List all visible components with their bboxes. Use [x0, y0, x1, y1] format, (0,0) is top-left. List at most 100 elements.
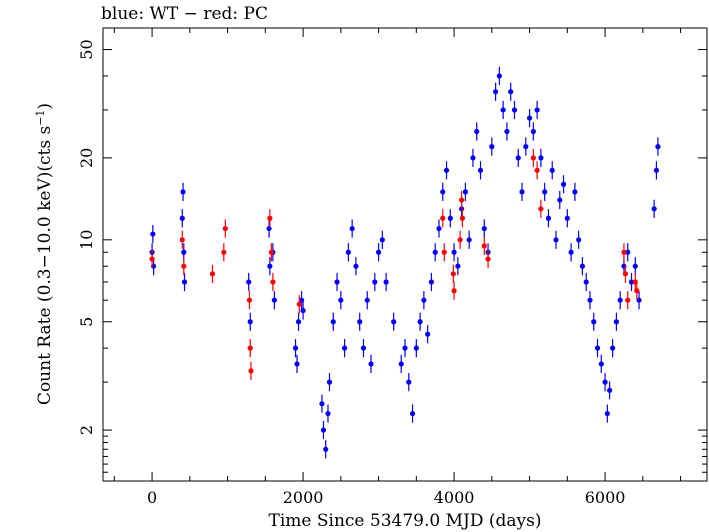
- data-point: [360, 345, 367, 351]
- data-point: [557, 197, 563, 203]
- data-point: [221, 249, 227, 255]
- data-point: [364, 297, 370, 303]
- data-point: [591, 319, 597, 325]
- data-point: [267, 263, 273, 269]
- data-point: [534, 107, 540, 113]
- data-point: [455, 263, 461, 269]
- data-point: [622, 271, 629, 277]
- data-point: [353, 263, 359, 269]
- data-point: [372, 279, 378, 285]
- plot-frame: [102, 27, 708, 482]
- data-point: [474, 128, 480, 135]
- data-point: [477, 167, 484, 173]
- data-point: [500, 107, 506, 113]
- data-point: [568, 249, 574, 255]
- data-point: [542, 189, 548, 195]
- data-point: [576, 237, 582, 243]
- data-point: [450, 271, 456, 277]
- data-point: [180, 189, 186, 195]
- data-point: [440, 189, 446, 195]
- data-point: [504, 128, 510, 135]
- data-point: [496, 73, 502, 79]
- data-point: [247, 319, 253, 325]
- data-point: [587, 297, 593, 303]
- data-point: [402, 345, 408, 351]
- data-point: [398, 361, 404, 367]
- x-tick-label: 4000: [434, 488, 475, 507]
- data-point: [538, 206, 544, 212]
- data-point: [604, 410, 610, 417]
- data-point: [413, 345, 419, 351]
- data-point: [621, 249, 627, 255]
- data-point: [330, 319, 336, 325]
- data-point: [181, 279, 188, 285]
- data-point: [268, 249, 274, 255]
- data-point: [564, 215, 570, 221]
- data-point: [530, 128, 536, 135]
- data-point: [391, 319, 397, 325]
- data-point: [653, 167, 660, 173]
- data-point: [607, 387, 613, 393]
- data-point: [421, 297, 427, 303]
- x-tick-label: 2000: [283, 488, 324, 507]
- y-tick-label: 5: [77, 317, 96, 327]
- data-point: [457, 237, 463, 243]
- data-point: [625, 249, 631, 255]
- data-point: [246, 279, 252, 285]
- data-point: [345, 249, 351, 255]
- data-point: [530, 155, 536, 161]
- data-point: [489, 144, 495, 150]
- data-point: [636, 297, 642, 303]
- data-point: [481, 225, 487, 232]
- data-point: [150, 231, 156, 237]
- data-point: [459, 197, 465, 203]
- data-marks: [149, 66, 661, 459]
- data-point: [179, 215, 185, 221]
- data-point: [447, 215, 453, 221]
- data-point: [549, 167, 555, 173]
- data-point: [271, 297, 277, 303]
- data-point: [267, 215, 273, 221]
- data-point: [598, 361, 604, 367]
- data-point: [613, 319, 620, 325]
- data-point: [296, 301, 302, 307]
- data-point: [579, 263, 586, 269]
- data-point: [459, 215, 465, 221]
- data-point: [583, 279, 589, 285]
- data-point: [441, 249, 447, 255]
- y-tick-label: 10: [77, 230, 96, 250]
- x-tick-label: 6000: [585, 488, 626, 507]
- data-point: [294, 361, 300, 367]
- data-point: [383, 279, 389, 285]
- data-point: [534, 167, 540, 173]
- data-point: [266, 225, 272, 232]
- data-point: [432, 249, 438, 255]
- data-point: [485, 256, 491, 262]
- data-point: [515, 155, 521, 161]
- data-point: [323, 446, 329, 452]
- data-point: [610, 345, 616, 351]
- data-point: [545, 215, 552, 221]
- data-point: [334, 279, 340, 285]
- data-point: [572, 189, 578, 195]
- x-tick-label: 0: [147, 488, 157, 507]
- data-point: [625, 297, 631, 303]
- axis-ticks: 0 2000 4000 6000 2 5 10 20 50: [77, 28, 707, 507]
- data-point: [508, 89, 514, 95]
- data-point: [425, 331, 431, 337]
- data-point: [270, 279, 276, 285]
- data-point: [181, 263, 187, 269]
- data-point: [511, 107, 518, 113]
- data-point: [466, 237, 472, 243]
- data-point: [292, 345, 299, 351]
- data-point: [338, 297, 344, 303]
- data-point: [594, 345, 601, 351]
- data-point: [538, 155, 544, 161]
- x-axis-label: Time Since 53479.0 MJD (days): [269, 511, 542, 531]
- data-point: [368, 361, 374, 367]
- data-point: [375, 249, 382, 255]
- data-point: [440, 215, 446, 221]
- data-point: [246, 297, 253, 303]
- data-point: [655, 144, 661, 150]
